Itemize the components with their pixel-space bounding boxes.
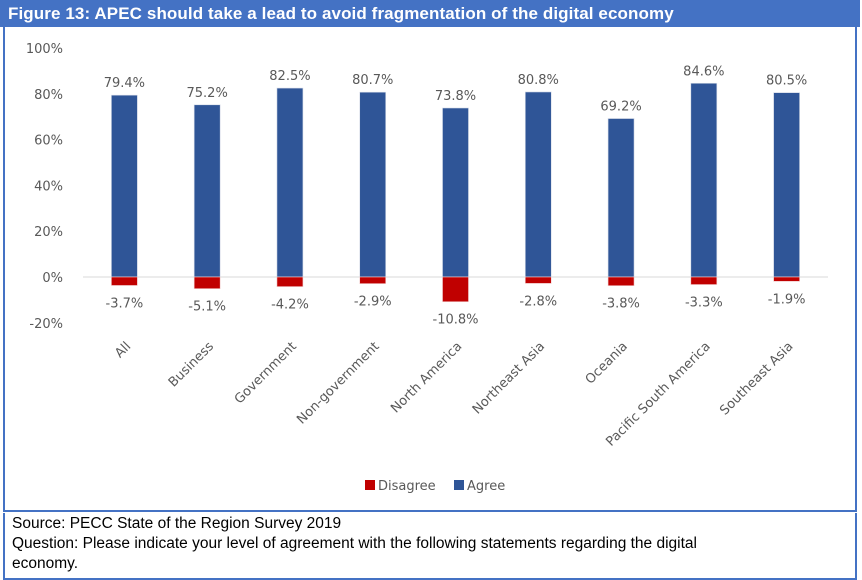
value-labels: 79.4% -3.7% 75.2% -5.1% 82.5% -4.2% 80.7% -2.9%… bbox=[104, 64, 808, 327]
agree-bar bbox=[607, 118, 635, 278]
legend-label-disagree: Disagree bbox=[378, 479, 436, 494]
category-label: Oceania bbox=[583, 339, 631, 387]
category-label: Non-government bbox=[294, 339, 382, 427]
agree-value-label: 73.8% bbox=[435, 89, 476, 104]
agree-bar bbox=[276, 87, 304, 278]
figure-header: Figure 13: APEC should take a lead to av… bbox=[0, 0, 860, 27]
disagree-bar bbox=[773, 276, 800, 282]
question-text: Question: Please indicate your level of … bbox=[12, 535, 697, 552]
agree-value-label: 75.2% bbox=[187, 86, 228, 101]
y-tick-label: 40% bbox=[34, 179, 63, 194]
agree-bar bbox=[773, 92, 800, 278]
disagree-bar bbox=[442, 276, 469, 303]
question-text-continued: economy. bbox=[12, 555, 79, 572]
y-tick-label: 80% bbox=[34, 88, 63, 103]
agree-value-label: 80.5% bbox=[766, 74, 807, 89]
category-label: Government bbox=[232, 339, 300, 407]
bars bbox=[111, 82, 800, 303]
category-label: North America bbox=[388, 339, 465, 416]
disagree-value-label: -3.7% bbox=[106, 296, 144, 311]
chart-panel: -20% 0% 20% 40% 60% 80% 100% 79.4% -3.7% 75.2% -5… bbox=[3, 27, 857, 512]
y-tick-label: -20% bbox=[29, 317, 63, 332]
y-tick-label: 60% bbox=[34, 134, 63, 149]
disagree-bar bbox=[690, 276, 718, 285]
disagree-value-label: -4.2% bbox=[271, 298, 309, 313]
category-label: Southeast Asia bbox=[717, 339, 796, 418]
y-tick-label: 20% bbox=[34, 225, 63, 240]
legend-swatch-disagree bbox=[365, 480, 375, 490]
legend-label-agree: Agree bbox=[467, 479, 505, 494]
agree-bar bbox=[442, 107, 469, 278]
disagree-bar bbox=[111, 276, 138, 286]
y-tick-label: 100% bbox=[26, 42, 63, 57]
disagree-bar bbox=[359, 276, 387, 284]
legend-swatch-agree bbox=[454, 480, 464, 490]
disagree-value-label: -2.8% bbox=[519, 294, 557, 309]
agree-bar bbox=[524, 91, 552, 278]
y-axis: -20% 0% 20% 40% 60% 80% 100% bbox=[26, 42, 63, 332]
y-tick-label: 0% bbox=[42, 271, 63, 286]
figure-title: Figure 13: APEC should take a lead to av… bbox=[8, 4, 674, 23]
legend: Disagree Agree bbox=[365, 479, 505, 494]
agree-bar bbox=[359, 91, 387, 278]
agree-bar bbox=[690, 82, 718, 278]
disagree-bar bbox=[193, 276, 221, 289]
disagree-bar bbox=[524, 276, 552, 284]
disagree-bar bbox=[607, 276, 635, 287]
agree-value-label: 69.2% bbox=[600, 100, 641, 115]
agree-value-label: 80.7% bbox=[352, 73, 393, 88]
agree-value-label: 84.6% bbox=[683, 64, 724, 79]
agree-value-label: 82.5% bbox=[269, 69, 310, 84]
agree-bar bbox=[111, 94, 138, 278]
source-text: Source: PECC State of the Region Survey … bbox=[12, 515, 342, 532]
bar-chart: -20% 0% 20% 40% 60% 80% 100% 79.4% -3.7% 75.2% -5… bbox=[26, 42, 828, 494]
disagree-value-label: -3.3% bbox=[685, 296, 723, 311]
disagree-value-label: -10.8% bbox=[433, 313, 479, 328]
category-label: Northeast Asia bbox=[470, 339, 548, 417]
disagree-value-label: -3.8% bbox=[602, 297, 640, 312]
disagree-value-label: -1.9% bbox=[768, 292, 806, 307]
agree-value-label: 79.4% bbox=[104, 76, 145, 91]
source-box: Source: PECC State of the Region Survey … bbox=[3, 513, 857, 580]
agree-bar bbox=[193, 104, 221, 278]
disagree-value-label: -2.9% bbox=[354, 295, 392, 310]
disagree-value-label: -5.1% bbox=[188, 300, 226, 315]
disagree-bar bbox=[276, 276, 304, 287]
agree-value-label: 80.8% bbox=[518, 73, 559, 88]
category-label: All bbox=[112, 339, 134, 361]
category-label: Business bbox=[166, 339, 217, 390]
